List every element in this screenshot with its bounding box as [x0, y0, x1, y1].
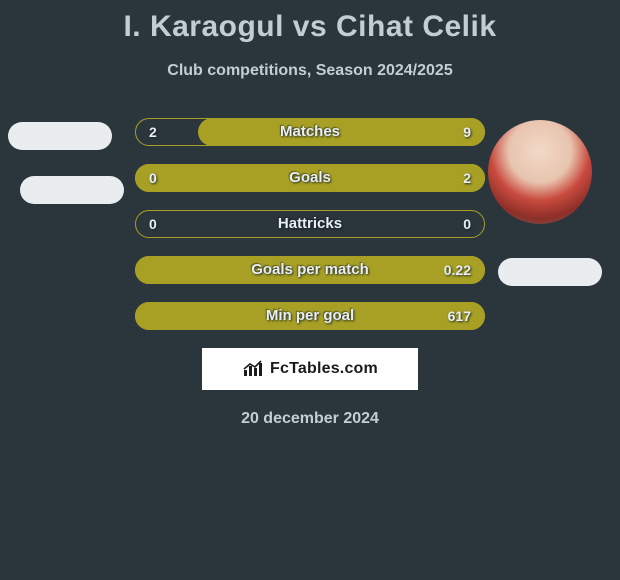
stat-value-right: 0.22: [444, 256, 471, 284]
stat-value-right: 0: [463, 210, 471, 238]
stat-row: Min per goal 617: [135, 302, 485, 330]
date-text: 20 december 2024: [0, 410, 620, 428]
stat-label: Goals: [135, 164, 485, 192]
logo-text: FcTables.com: [270, 360, 378, 378]
stat-row: Goals per match 0.22: [135, 256, 485, 284]
stat-row: 2 Matches 9: [135, 118, 485, 146]
stat-row: 0 Hattricks 0: [135, 210, 485, 238]
stat-label: Matches: [135, 118, 485, 146]
stat-value-right: 617: [448, 302, 471, 330]
logo-box: FcTables.com: [202, 348, 418, 390]
stat-label: Goals per match: [135, 256, 485, 284]
stat-value-right: 9: [463, 118, 471, 146]
page-subtitle: Club competitions, Season 2024/2025: [0, 62, 620, 80]
content: I. Karaogul vs Cihat Celik Club competit…: [0, 0, 620, 580]
stat-row: 0 Goals 2: [135, 164, 485, 192]
page-title: I. Karaogul vs Cihat Celik: [0, 0, 620, 44]
stat-rows: 2 Matches 9 0 Goals 2 0 Hattricks 0 Goal…: [0, 118, 620, 330]
chart-icon: [242, 360, 264, 378]
stat-value-right: 2: [463, 164, 471, 192]
stat-label: Hattricks: [135, 210, 485, 238]
stat-label: Min per goal: [135, 302, 485, 330]
